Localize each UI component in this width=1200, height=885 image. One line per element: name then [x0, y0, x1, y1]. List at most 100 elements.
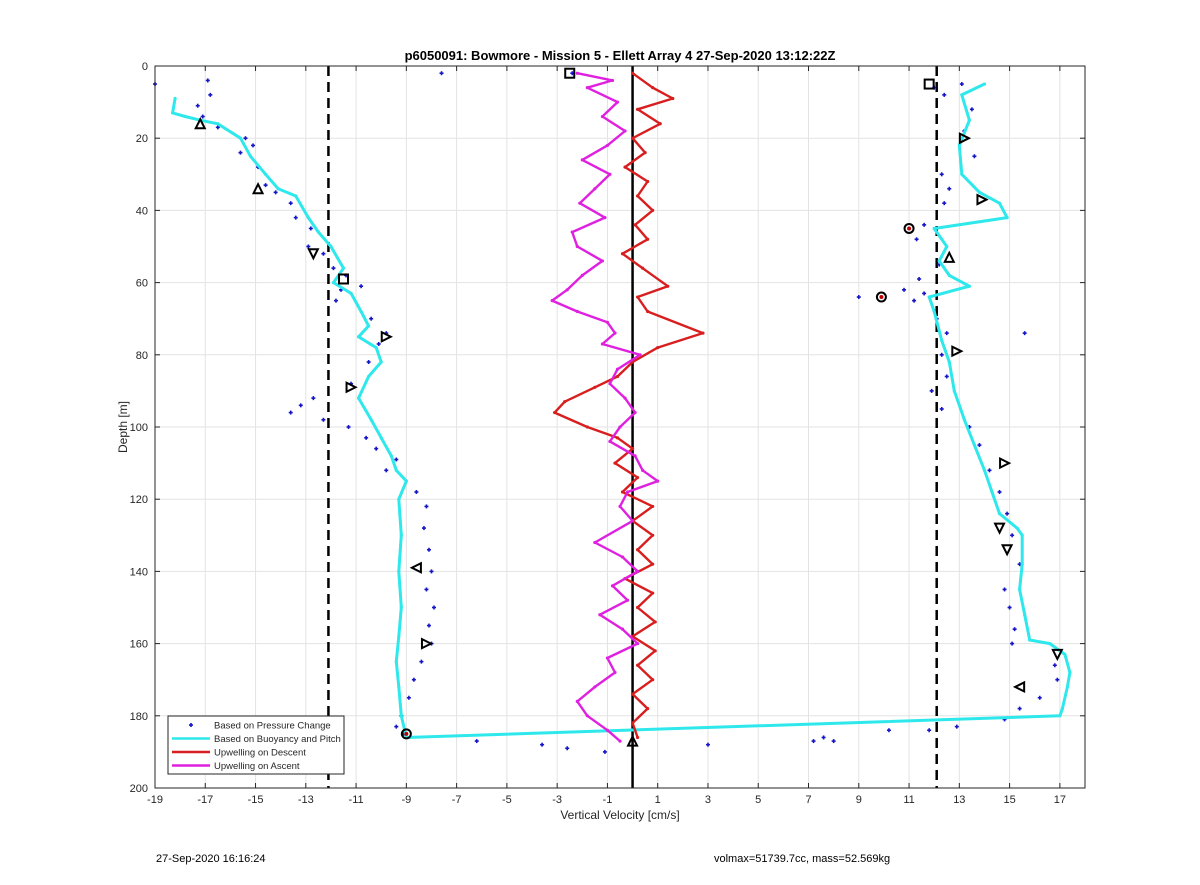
pressure-change-point — [1007, 605, 1012, 610]
marker-square — [564, 67, 576, 79]
upwelling-ascent-vertex — [575, 309, 579, 314]
pressure-change-point — [944, 374, 949, 379]
marker-triangle-up — [943, 250, 956, 263]
x-tick-label: 1 — [655, 794, 661, 806]
marker-dot — [907, 226, 912, 231]
pressure-change-point — [1022, 331, 1027, 336]
pressure-change-point — [902, 287, 907, 292]
upwelling-descent-vertex — [653, 620, 657, 624]
upwelling-descent-vertex — [641, 266, 645, 270]
upwelling-descent-vertex — [646, 309, 650, 314]
pressure-change-point — [369, 316, 374, 321]
grid — [155, 66, 1085, 788]
upwelling-descent-line — [553, 72, 705, 738]
marker-triangle-down — [1000, 544, 1014, 557]
buoyancy-pitch-vertex — [932, 226, 936, 231]
marker-triangle-right — [380, 330, 393, 343]
pressure-change-point — [705, 742, 710, 747]
pressure-change-point — [954, 724, 959, 729]
upwelling-descent-vertex — [651, 562, 655, 566]
buoyancy-pitch-vertex — [379, 360, 383, 364]
pressure-change-point — [942, 92, 947, 97]
upwelling-descent-vertex — [651, 504, 655, 509]
buoyancy-pitch-vertex — [374, 345, 378, 350]
upwelling-ascent-vertex — [610, 584, 615, 588]
upwelling-descent-vertex — [635, 295, 640, 299]
buoyancy-pitch-vertex — [932, 309, 936, 314]
marker-triangle-down — [307, 248, 320, 261]
y-ticks: 0 20 40 60 80 100 120 140 160 180 200 — [130, 61, 1085, 795]
buoyancy-pitch-vertex — [404, 479, 408, 483]
upwelling-ascent-vertex — [605, 320, 610, 324]
pressure-change-point — [374, 446, 379, 451]
pressure-change-point — [939, 172, 944, 177]
upwelling-ascent-vertex — [550, 299, 554, 303]
upwelling-ascent-vertex — [575, 244, 579, 249]
upwelling-ascent-vertex — [575, 699, 579, 703]
buoyancy-pitch-vertex — [263, 172, 268, 176]
upwelling-descent-vertex — [651, 208, 655, 212]
pressure-change-point — [419, 659, 424, 664]
buoyancy-pitch-vertex — [927, 295, 931, 299]
upwelling-ascent-vertex — [598, 613, 602, 617]
pressure-change-point — [1052, 663, 1057, 668]
pressure-change-point — [927, 728, 932, 733]
pressure-change-point — [912, 298, 917, 303]
pressure-change-point — [922, 291, 927, 296]
x-tick-label: 9 — [856, 794, 862, 806]
upwelling-ascent-vertex — [638, 353, 642, 357]
upwelling-ascent-vertex — [608, 439, 612, 444]
legend: Based on Pressure Change Based on Buoyanc… — [167, 715, 345, 775]
legend-entry-pressure-change: Based on Pressure Change — [214, 721, 331, 732]
pressure-change-point — [359, 284, 364, 289]
upwelling-descent-vertex — [563, 400, 567, 404]
upwelling-ascent-vertex — [570, 230, 574, 234]
upwelling-ascent-vertex — [580, 273, 584, 277]
x-ticks: -19 -17 -15 -13 -11 -9 -7 -5 -3 -1 1 3 5 7 9 11 13 15 17 — [147, 66, 1066, 806]
buoyancy-pitch-vertex — [1005, 216, 1009, 220]
buoyancy-pitch-vertex — [1060, 706, 1064, 711]
pressure-change-point — [959, 82, 964, 87]
upwelling-ascent-vertex — [613, 670, 617, 675]
upwelling-descent-vertex — [666, 284, 670, 288]
buoyancy-pitch-vertex — [399, 605, 403, 610]
buoyancy-pitch-vertex — [1020, 562, 1024, 566]
buoyancy-pitch-vertex — [1068, 670, 1072, 675]
buoyancy-pitch-vertex — [369, 418, 373, 422]
upwelling-descent-vertex — [630, 447, 635, 451]
buoyancy-pitch-vertex — [937, 259, 941, 263]
buoyancy-pitch-vertex — [997, 201, 1002, 205]
upwelling-descent-vertex — [646, 179, 650, 184]
x-tick-label: -19 — [147, 794, 163, 806]
marker-triangle-right — [951, 345, 964, 358]
y-tick-label: 100 — [130, 422, 148, 434]
upwelling-ascent-vertex — [630, 519, 635, 523]
marker-triangle-left — [409, 561, 422, 574]
y-tick-label: 40 — [136, 205, 148, 217]
upwelling-ascent-vertex — [593, 685, 597, 689]
buoyancy-pitch-vertex — [397, 497, 401, 501]
pressure-change-point — [1037, 695, 1042, 700]
buoyancy-pitch-vertex — [957, 143, 961, 148]
buoyancy-pitch-vertex — [997, 512, 1002, 516]
buoyancy-pitch-vertex — [1028, 638, 1032, 642]
marker-triangle-up — [251, 182, 265, 195]
buoyancy-pitch-vertex — [1018, 587, 1022, 592]
pressure-change-point — [394, 457, 399, 462]
buoyancy-pitch-vertex — [248, 154, 253, 158]
buoyancy-pitch-vertex — [1020, 533, 1024, 537]
buoyancy-pitch-vertex — [394, 660, 398, 664]
upwelling-ascent-vertex — [605, 656, 610, 660]
pressure-change-point — [1010, 641, 1015, 646]
upwelling-descent-vertex — [585, 425, 589, 429]
buoyancy-pitch-vertex — [397, 634, 401, 638]
x-tick-label: -3 — [552, 794, 562, 806]
pressure-change-point — [200, 114, 205, 119]
pressure-change-point — [308, 226, 313, 231]
upwelling-ascent-vertex — [620, 627, 625, 631]
pressure-change-point — [411, 677, 416, 682]
buoyancy-pitch-vertex — [1048, 642, 1052, 646]
pressure-change-point — [922, 222, 927, 227]
buoyancy-pitch-vertex — [982, 82, 987, 86]
marker-circle — [875, 291, 887, 303]
